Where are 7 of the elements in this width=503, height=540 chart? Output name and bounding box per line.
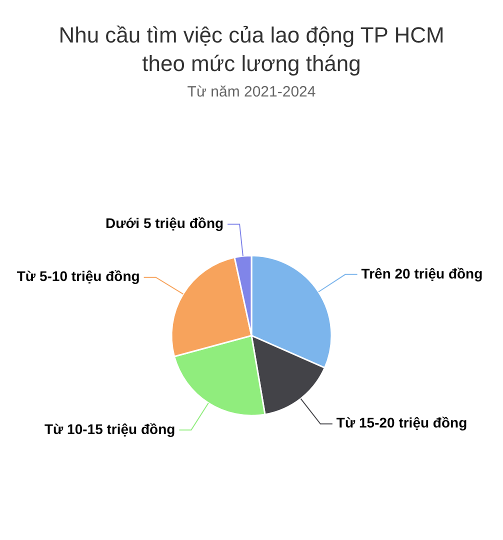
slice-label: Dưới 5 triệu đồng xyxy=(105,215,224,232)
slice-label: Từ 15-20 triệu đồng xyxy=(336,414,468,431)
slice-label: Từ 5-10 triệu đồng xyxy=(16,268,140,284)
chart-subtitle: Từ năm 2021-2024 xyxy=(187,83,316,100)
slice-label: Từ 10-15 triệu đồng xyxy=(44,420,176,437)
slice-label: Trên 20 triệu đồng xyxy=(361,265,483,282)
chart-title: Nhu cầu tìm việc của lao động TP HCM theo mức lương tháng xyxy=(58,22,444,76)
